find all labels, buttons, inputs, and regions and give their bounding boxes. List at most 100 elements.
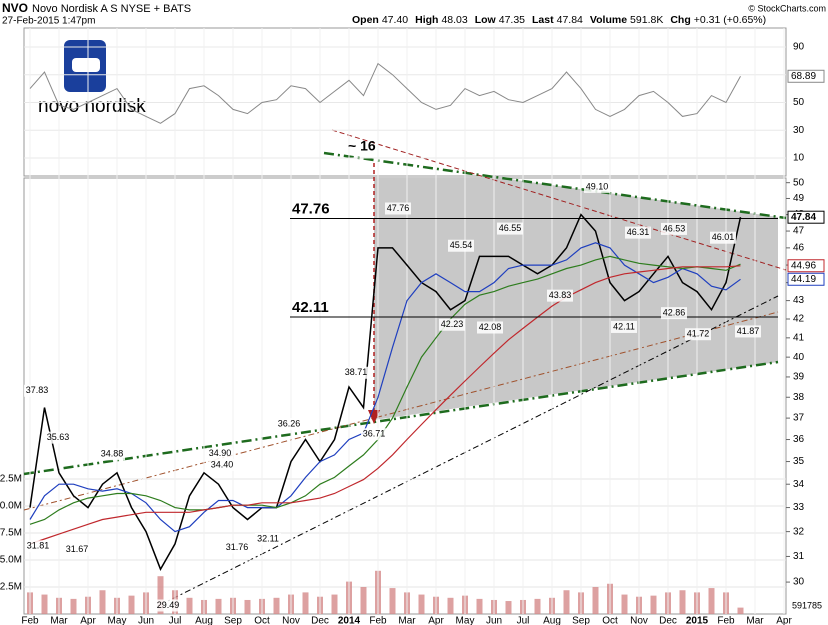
rsi-tick-label: 50 [793, 97, 805, 108]
trendline [159, 295, 779, 606]
x-tick-label: Dec [659, 616, 677, 625]
annotation-box [439, 318, 465, 331]
quote-label: Chg [670, 14, 690, 26]
y-tick-label: 49 [793, 193, 805, 204]
annotation: 42.08 [479, 322, 502, 332]
volume-bar [650, 595, 657, 614]
volume-bar [447, 597, 454, 614]
annotation: 32.11 [257, 533, 279, 543]
rsi-line [29, 62, 741, 124]
move-label: ~ 16 [348, 138, 376, 154]
rsi-tick-label: 90 [793, 42, 805, 53]
volume-bar [360, 587, 367, 614]
quote-label: Volume [590, 14, 627, 26]
annotation-box [99, 448, 125, 461]
volume-bar [41, 594, 48, 614]
trendline [23, 311, 779, 511]
volume-bar [534, 598, 541, 614]
annotation: 31.67 [66, 544, 89, 554]
volume-bar [418, 594, 425, 614]
annotation-box [255, 532, 281, 545]
volume-bar [331, 594, 338, 614]
x-tick-label: Jun [486, 616, 502, 625]
y-tick-label: 34 [793, 479, 805, 490]
x-tick-label: Dec [311, 616, 329, 625]
annotation: 46.01 [712, 232, 735, 242]
volume-tick-label: 12.5M [0, 474, 22, 485]
annotation: 34.90 [209, 448, 232, 458]
annotation: 42.11 [613, 321, 635, 331]
quote-value: 591.8K [630, 14, 663, 26]
annotation-box [735, 325, 761, 338]
y-tick-label: 32 [793, 526, 805, 537]
volume-bar [476, 598, 483, 614]
quote-label: Low [475, 14, 497, 26]
annotation: 49.10 [586, 181, 609, 191]
volume-bar [157, 576, 164, 614]
annotation-box [207, 447, 233, 460]
x-tick-label: 2014 [338, 616, 361, 625]
annotation: 38.71 [345, 367, 368, 377]
y-tick-label: 50 [793, 177, 805, 188]
y-tick-label: 38 [793, 392, 805, 403]
x-tick-label: Feb [717, 616, 735, 625]
quote-label: Last [532, 14, 554, 26]
y-tick-label: 33 [793, 502, 805, 513]
volume-bar [215, 598, 222, 614]
last-value-box [787, 259, 825, 273]
volume-last: 591785 [792, 600, 822, 610]
quote-value: +0.31 (+0.65%) [694, 14, 766, 26]
timestamp: 27-Feb-2015 1:47pm [2, 16, 95, 27]
moving-average [29, 242, 741, 533]
level-label: 47.76 [292, 200, 330, 217]
volume-bar [563, 590, 570, 614]
credit: © StockCharts.com [748, 3, 826, 13]
last-value: 47.84 [791, 212, 816, 223]
annotation-box [661, 307, 687, 320]
annotation: 29.49 [157, 600, 180, 610]
annotation: 41.72 [687, 329, 710, 339]
annotation-box [710, 231, 736, 244]
volume-bar [70, 598, 77, 614]
rsi-tick-label: 10 [793, 153, 805, 164]
annotation: 47.76 [387, 203, 410, 213]
annotation: 34.88 [101, 449, 124, 459]
y-tick-label: 47 [793, 226, 805, 237]
x-tick-label: Jul [169, 616, 182, 625]
annotation: 46.31 [627, 227, 650, 237]
last-value-box [787, 272, 825, 286]
symbol: NVO [2, 1, 28, 15]
last-value-box [787, 210, 825, 224]
volume-bar [302, 592, 309, 614]
trendline [323, 151, 787, 220]
triangle-area [374, 178, 778, 420]
volume-tick-label: 10.0M [0, 501, 22, 512]
y-tick-label: 43 [793, 295, 805, 306]
rsi-last-box [787, 69, 825, 83]
volume-bar [244, 599, 251, 614]
annotation-box [448, 239, 474, 252]
annotation-box [361, 428, 387, 441]
quote-label: High [415, 14, 438, 26]
volume-tick-label: 5.0M [0, 555, 22, 566]
company: Novo Nordisk A S NYSE + BATS [32, 3, 191, 15]
y-tick-label: 41 [793, 332, 805, 343]
annotation: 31.76 [226, 542, 249, 552]
annotation-box [209, 459, 235, 472]
rsi-last: 68.89 [791, 71, 816, 82]
volume-bar [505, 601, 512, 614]
x-tick-label: Mar [50, 616, 68, 625]
annotation: 34.40 [211, 459, 234, 469]
y-tick-label: 30 [793, 577, 805, 588]
x-tick-label: Feb [369, 616, 387, 625]
annotation-box [584, 180, 610, 193]
annotation-box [64, 543, 90, 556]
x-tick-label: Sep [224, 616, 242, 625]
volume-bar [273, 597, 280, 614]
x-tick-label: Mar [746, 616, 764, 625]
y-tick-label: 40 [793, 352, 805, 363]
volume-tick-label: 7.5M [0, 528, 22, 539]
x-tick-label: Apr [776, 616, 792, 625]
annotation: 42.86 [663, 308, 686, 318]
x-tick-label: Feb [21, 616, 39, 625]
